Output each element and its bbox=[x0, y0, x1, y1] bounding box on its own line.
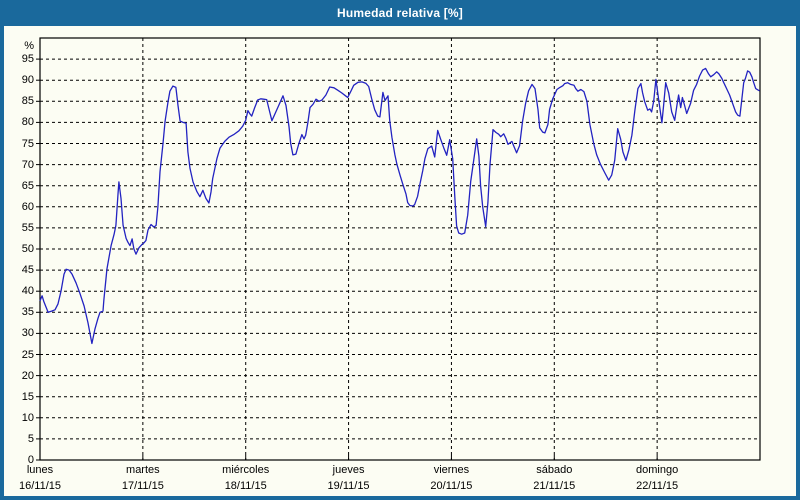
chart-area: 0 5 10 15 20 25 30 35 40 45 50 55 60 65 70 75 80 85 90 95% … bbox=[4, 26, 796, 496]
y-tick-label: 15 bbox=[21, 390, 34, 403]
humidity-line bbox=[39, 67, 760, 345]
y-tick-label: 70 bbox=[21, 158, 34, 171]
page-title: Humedad relativa [%] bbox=[336, 6, 464, 20]
x-date-label: 18/11/15 bbox=[224, 480, 267, 492]
y-tick-label: 65 bbox=[21, 179, 34, 192]
y-tick-label: 45 bbox=[21, 264, 34, 277]
x-day-label: domingo bbox=[636, 464, 679, 476]
y-tick-label: 10 bbox=[21, 411, 34, 424]
y-tick-label: 30 bbox=[21, 327, 34, 340]
title-bar: Humedad relativa [%] bbox=[0, 0, 800, 26]
x-day-label: sábado bbox=[536, 464, 573, 476]
y-axis-unit-label: % bbox=[24, 40, 34, 52]
chart-svg bbox=[36, 37, 761, 461]
plot-border bbox=[39, 37, 761, 461]
x-date-label: 20/11/15 bbox=[430, 480, 473, 492]
x-day-label: lunes bbox=[26, 464, 54, 476]
y-tick-label: 25 bbox=[21, 348, 34, 361]
x-date-label: 17/11/15 bbox=[121, 480, 164, 492]
x-date-label: 19/11/15 bbox=[327, 480, 370, 492]
y-tick-label: 85 bbox=[21, 95, 34, 108]
y-tick-label: 20 bbox=[21, 369, 34, 382]
y-tick-label: 75 bbox=[21, 137, 34, 150]
x-date-label: 22/11/15 bbox=[636, 480, 679, 492]
y-tick-label: 90 bbox=[21, 74, 34, 87]
y-tick-label: 5 bbox=[27, 432, 34, 445]
y-tick-label: 80 bbox=[21, 116, 34, 129]
y-tick-label: 35 bbox=[21, 306, 34, 319]
x-day-label: martes bbox=[126, 464, 160, 476]
y-tick-label: 50 bbox=[21, 243, 34, 255]
y-tick-label: 95 bbox=[21, 53, 34, 66]
x-day-label: miércoles bbox=[222, 464, 270, 476]
x-date-label: 16/11/15 bbox=[18, 480, 61, 492]
x-day-label: viernes bbox=[433, 464, 470, 476]
y-tick-label: 0 bbox=[27, 454, 34, 466]
y-tick-label: 60 bbox=[21, 200, 34, 213]
x-day-label: jueves bbox=[332, 464, 365, 476]
x-date-label: 21/11/15 bbox=[533, 480, 576, 492]
y-tick-label: 40 bbox=[21, 285, 34, 298]
y-tick-label: 55 bbox=[21, 221, 34, 234]
